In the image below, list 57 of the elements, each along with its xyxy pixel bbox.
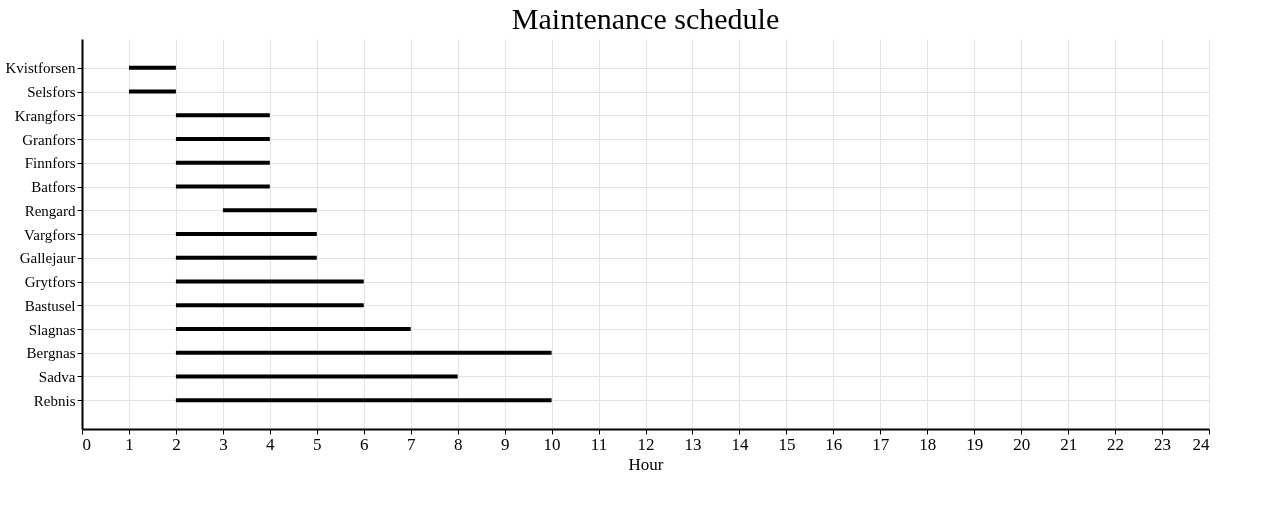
y-tick-label: Bastusel: [24, 297, 76, 314]
y-tick-label: Batfors: [31, 179, 76, 195]
x-tick-label: 10: [543, 434, 561, 454]
bar: [175, 279, 364, 284]
bar: [175, 137, 270, 141]
y-tick-label: Bergnas: [26, 345, 76, 362]
bar: [128, 89, 176, 94]
bar: [175, 232, 317, 236]
y-tick-label: Finnfors: [24, 155, 76, 172]
y-tick-label: Grytfors: [24, 274, 76, 290]
bar: [222, 208, 317, 213]
y-tick-label: Kvistforsen: [5, 60, 76, 77]
bar: [175, 327, 411, 331]
bar: [175, 350, 552, 355]
x-tick-label: 14: [731, 434, 749, 454]
x-tick-label: 21: [1060, 434, 1078, 454]
x-tick-label: 0: [82, 434, 91, 454]
y-tick-label: Rebnis: [33, 392, 76, 409]
x-tick-label: 8: [453, 434, 463, 454]
y-tick-label: Slagnas: [28, 321, 76, 338]
bar: [175, 184, 270, 189]
x-tick-label: 19: [966, 434, 984, 454]
x-tick-label: 1: [125, 434, 134, 454]
y-tick-label: Vargfors: [24, 226, 76, 243]
bar: [128, 65, 176, 70]
y-tick-label: Granfors: [22, 131, 76, 148]
x-tick-label: 24: [1192, 434, 1210, 454]
x-tick-label: 2: [172, 434, 181, 454]
x-tick-label: 7: [406, 434, 416, 454]
bar: [175, 160, 270, 165]
y-tick-label: Selsfors: [27, 84, 76, 100]
y-tick-label: Rengard: [24, 202, 76, 219]
bar: [175, 255, 317, 260]
bar: [175, 303, 364, 308]
x-tick-label: 4: [266, 434, 276, 454]
x-tick-label: 15: [778, 434, 796, 454]
x-tick-label: 22: [1107, 434, 1125, 454]
x-tick-label: 16: [825, 434, 843, 454]
y-tick-label: Sadva: [38, 369, 76, 385]
x-tick-label: 17: [872, 434, 890, 454]
chart-title: Maintenance schedule: [511, 2, 780, 35]
bar: [175, 113, 270, 118]
x-tick-label: 5: [313, 434, 322, 454]
x-tick-label: 6: [360, 434, 369, 454]
y-tick-label: Krangfors: [14, 107, 76, 124]
x-axis-title: Hour: [628, 454, 664, 474]
x-tick-label: 9: [500, 434, 510, 454]
x-tick-label: 11: [590, 434, 608, 454]
x-tick-label: 20: [1013, 434, 1031, 454]
x-tick-label: 23: [1154, 434, 1172, 454]
x-tick-label: 12: [637, 434, 655, 454]
x-tick-label: 13: [684, 434, 702, 454]
x-tick-label: 18: [919, 434, 937, 454]
bar: [175, 398, 552, 403]
y-tick-label: Gallejaur: [19, 250, 76, 267]
bar: [175, 374, 458, 379]
x-tick-label: 3: [219, 434, 228, 454]
